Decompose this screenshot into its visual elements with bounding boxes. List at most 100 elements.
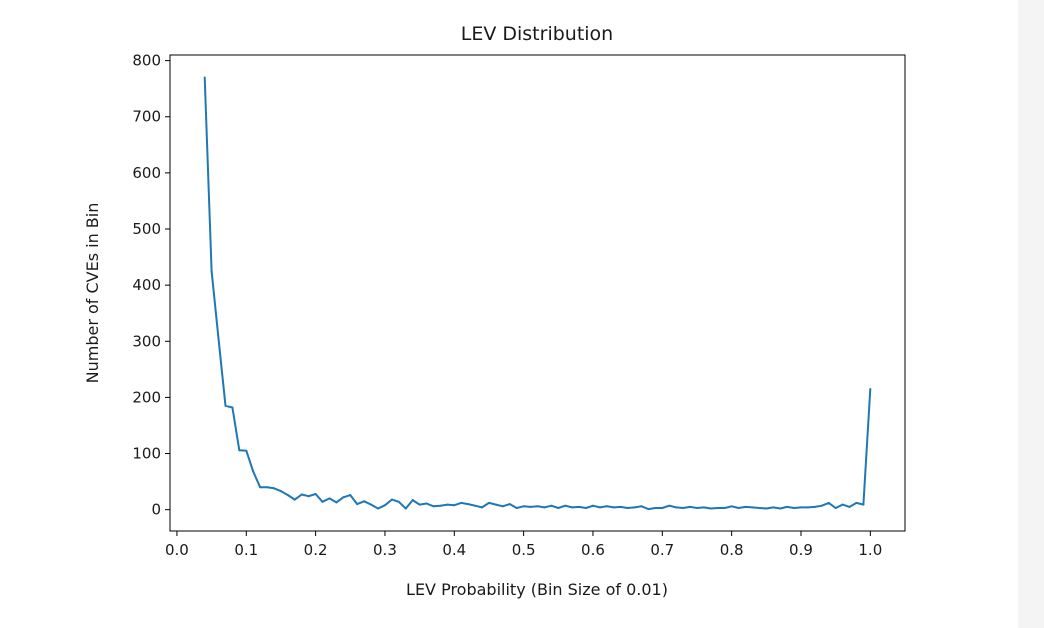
data-point: [806, 506, 809, 509]
data-point: [744, 505, 747, 508]
data-point: [390, 498, 393, 501]
y-tick-label: 300: [132, 332, 161, 350]
x-tick-label: 0.0: [165, 541, 189, 559]
data-point: [654, 507, 657, 509]
y-tick-label: 400: [132, 276, 161, 294]
data-point: [813, 505, 816, 508]
data-point: [543, 506, 546, 509]
data-point: [709, 507, 712, 510]
data-point: [793, 507, 796, 509]
data-point: [633, 506, 636, 509]
data-point: [384, 504, 386, 507]
data-point: [862, 503, 865, 506]
data-point: [474, 504, 477, 507]
data-point: [335, 501, 338, 504]
x-axis-label: LEV Probability (Bin Size of 0.01): [406, 580, 668, 599]
x-tick-label: 0.8: [720, 541, 744, 559]
data-point: [675, 506, 678, 509]
data-point: [640, 505, 643, 508]
x-tick-label: 0.2: [304, 541, 328, 559]
data-point: [619, 505, 622, 508]
data-point: [397, 500, 400, 503]
y-tick-label: 700: [132, 108, 161, 126]
y-tick-label: 800: [132, 52, 161, 70]
data-point: [598, 506, 601, 509]
data-point: [536, 505, 539, 508]
data-point: [266, 486, 269, 489]
data-point: [612, 506, 615, 509]
data-point: [418, 503, 421, 506]
data-point: [300, 493, 303, 496]
data-point: [515, 507, 518, 509]
x-tick-label: 0.5: [512, 541, 536, 559]
data-point: [758, 507, 761, 509]
data-point: [730, 505, 733, 508]
data-point: [349, 494, 352, 497]
data-point: [578, 505, 581, 508]
data-point: [592, 504, 594, 507]
data-point: [446, 503, 449, 506]
data-point: [203, 76, 206, 79]
data-point: [737, 507, 740, 509]
data-point: [855, 501, 858, 504]
data-point: [363, 500, 366, 503]
y-tick-label: 100: [132, 445, 161, 463]
data-point: [259, 486, 262, 489]
data-point: [439, 504, 442, 507]
data-point: [529, 505, 532, 508]
data-point: [585, 507, 587, 509]
data-point: [432, 505, 435, 508]
data-point: [411, 499, 414, 502]
x-tick-label: 0.6: [581, 541, 605, 559]
x-tick-label: 1.0: [858, 541, 882, 559]
data-point: [772, 506, 775, 509]
data-point: [293, 498, 296, 501]
data-point: [834, 507, 837, 509]
data-point: [245, 449, 248, 452]
data-point: [522, 505, 525, 508]
data-point: [238, 449, 241, 452]
data-point: [605, 505, 608, 508]
data-point: [786, 505, 789, 508]
y-axis-label: Number of CVEs in Bin: [83, 203, 102, 384]
right-margin-strip: [1018, 0, 1044, 628]
chart-title: LEV Distribution: [461, 23, 613, 45]
data-point: [321, 500, 324, 503]
data-point: [869, 388, 872, 390]
data-point: [425, 502, 428, 505]
data-point: [557, 507, 560, 509]
data-point: [696, 507, 698, 509]
data-point: [550, 504, 553, 507]
data-point: [751, 506, 754, 509]
data-point: [682, 507, 685, 509]
data-point: [702, 506, 705, 509]
data-point: [494, 503, 497, 506]
data-point: [661, 507, 664, 509]
x-tick-label: 0.4: [442, 541, 466, 559]
data-point: [571, 506, 574, 509]
data-point: [377, 507, 379, 510]
y-tick-label: 0: [151, 501, 161, 519]
data-point: [827, 501, 830, 504]
data-point: [210, 270, 213, 273]
x-tick-label: 0.7: [650, 541, 674, 559]
data-point: [841, 503, 844, 506]
data-point: [314, 493, 317, 495]
plot-frame: [169, 54, 906, 532]
data-point: [273, 487, 275, 490]
data-point: [668, 504, 671, 507]
data-point: [564, 504, 567, 507]
data-point: [252, 470, 255, 473]
y-axis-ticks: 0 100 200 300 400 500 600 700 800: [132, 52, 170, 519]
data-point: [647, 508, 650, 511]
y-tick-label: 200: [132, 388, 161, 406]
data-point: [453, 504, 456, 507]
y-tick-label: 500: [132, 220, 161, 238]
data-point: [231, 406, 234, 409]
data-point: [716, 507, 719, 509]
data-point: [356, 503, 359, 506]
x-tick-label: 0.9: [789, 541, 813, 559]
x-tick-label: 0.1: [234, 541, 258, 559]
